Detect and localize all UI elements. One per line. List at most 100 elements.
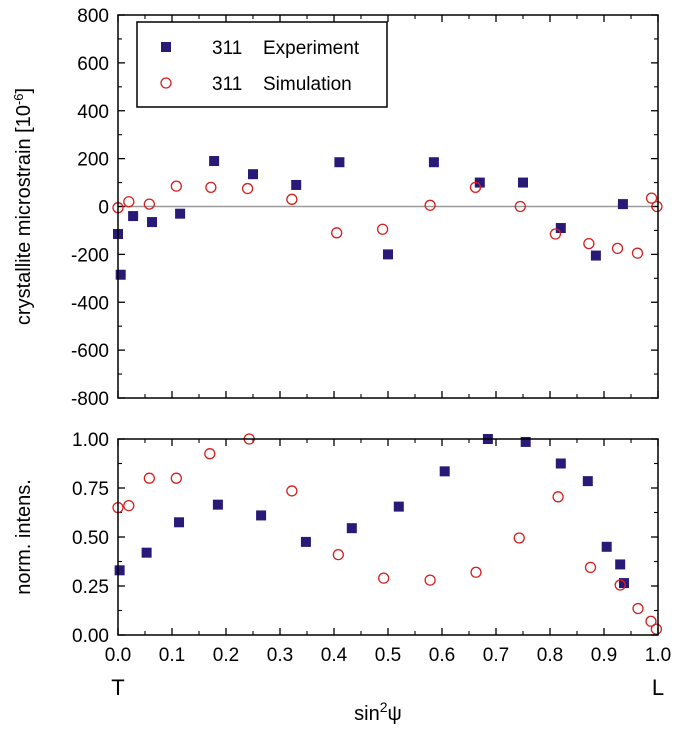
legend-box [136, 21, 388, 108]
intensity-ytick-labels: 0.00 0.25 0.50 0.75 1.00 [72, 430, 109, 647]
intensity-experiment-point [174, 517, 185, 528]
microstrain-experiment-point [175, 208, 186, 219]
intensity-simulation-point [650, 623, 663, 635]
intensity-experiment-point [555, 458, 566, 469]
microstrain-experiment-point [291, 179, 302, 190]
intensity-xtick-labels: 0.0 0.1 0.2 0.3 0.4 0.5 0.6 0.7 0.8 0.9 1.0 [105, 645, 671, 666]
x-tick-label: 0.9 [591, 645, 617, 666]
legend-experiment-label: Experiment [263, 38, 360, 59]
intensity-simulation-point [143, 472, 155, 484]
microstrain-simulation-point [514, 200, 526, 213]
x-end-label-left: T [111, 675, 124, 700]
microstrain-ytick-labels: -800 -600 -400 -200 0 200 400 600 800 [71, 6, 109, 410]
microstrain-experiment-point [590, 250, 601, 261]
intensity-panel: 0.000.250.500.751.00 0.0 0.1 0.2 0.3 0.4 0.5 0… [13, 430, 671, 725]
microstrain-simulation-point [583, 237, 595, 250]
microstrain-ytick-label: 400 [77, 102, 109, 123]
microstrain-axis-title: crystallite microstrain [10-6] [11, 88, 36, 325]
legend: 311 Experiment 311 Simulation [136, 21, 388, 108]
x-tick-label: 0.6 [429, 645, 455, 666]
microstrain-plot-frame [117, 14, 659, 399]
intensity-simulation-point [204, 448, 216, 460]
intensity-experiment-point [439, 466, 450, 477]
microstrain-ytick-label: -200 [71, 245, 109, 266]
x-tick-label: 0.4 [321, 645, 348, 666]
legend-experiment-code: 311 [212, 38, 242, 59]
microstrain-ytick-label: 800 [77, 6, 109, 27]
intensity-simulation-point [632, 602, 644, 615]
x-tick-label: 0.0 [105, 645, 131, 666]
microstrain-simulation-point [143, 198, 155, 210]
microstrain-ytick-label: -400 [71, 293, 109, 314]
microstrain-simulation-point [424, 199, 436, 211]
legend-simulation-marker [160, 77, 172, 89]
intensity-ytick-label: 0.50 [72, 528, 109, 549]
x-axis-title-text: sin [354, 703, 380, 725]
intensity-simulation-point [584, 561, 597, 574]
microstrain-experiment-point [474, 177, 485, 188]
x-tick-label: 1.0 [645, 645, 671, 666]
microstrain-simulation-point [651, 200, 663, 213]
microstrain-simulation-point [241, 182, 254, 195]
microstrain-simulation-point [611, 242, 624, 255]
intensity-experiment-point [582, 476, 593, 487]
microstrain-experiment-point [115, 269, 126, 280]
microstrain-panel: -800 -600 -400 -200 0 200 400 600 800 crystallit… [11, 6, 663, 410]
intensity-axis-title: norm. intens. [13, 479, 35, 595]
intensity-simulation-point [424, 574, 436, 586]
microstrain-ytick-label: -600 [71, 341, 109, 362]
x-axis-title-exponent: 2 [380, 699, 388, 715]
intensity-data-points [112, 433, 663, 635]
microstrain-simulation-point [170, 180, 182, 192]
microstrain-experiment-point [518, 177, 528, 188]
microstrain-simulation-point [376, 223, 389, 235]
legend-simulation-code: 311 [212, 74, 242, 95]
intensity-experiment-point [615, 559, 626, 570]
microstrain-data-points [112, 156, 663, 280]
legend-experiment-marker [161, 42, 171, 52]
microstrain-simulation-point [645, 192, 658, 204]
intensity-simulation-point [332, 548, 344, 561]
x-tick-label: 0.2 [213, 645, 239, 666]
microstrain-experiment-point [555, 223, 566, 234]
x-tick-label: 0.5 [375, 645, 401, 666]
intensity-experiment-point [141, 547, 152, 558]
microstrain-ytick-label: 0 [98, 198, 109, 219]
microstrain-simulation-point [205, 181, 217, 194]
x-axis-title-symbol: ψ [388, 703, 402, 725]
intensity-ticks [117, 438, 659, 636]
microstrain-axis-title-suffix: ] [13, 88, 35, 94]
intensity-simulation-point [470, 566, 482, 578]
microstrain-simulation-point [469, 181, 482, 194]
intensity-experiment-point [300, 536, 311, 547]
x-end-label-right: L [652, 675, 664, 700]
intensity-experiment-point [393, 501, 404, 512]
x-tick-label: 0.8 [537, 645, 563, 666]
microstrain-simulation-point [549, 228, 562, 240]
intensity-experiment-point [601, 541, 612, 552]
intensity-experiment-point [212, 499, 223, 510]
microstrain-experiment-point [617, 199, 628, 210]
microstrain-axis-title-exponent: -6 [11, 93, 26, 105]
intensity-simulation-point [170, 472, 182, 484]
intensity-ytick-label: 1.00 [72, 430, 109, 451]
x-tick-label: 0.1 [159, 645, 185, 666]
microstrain-experiment-point [147, 217, 158, 228]
intensity-experiment-point [256, 510, 267, 521]
intensity-experiment-point [114, 565, 125, 576]
x-axis-title: sin2ψ [354, 699, 402, 725]
intensity-ytick-label: 0.00 [72, 626, 109, 647]
x-tick-label: 0.3 [267, 645, 293, 666]
intensity-experiment-point [520, 436, 531, 447]
legend-simulation-label: Simulation [263, 74, 352, 95]
microstrain-experiment-point [209, 156, 220, 167]
microstrain-experiment-point [128, 211, 139, 222]
intensity-ytick-label: 0.25 [72, 577, 109, 598]
microstrain-experiment-point [428, 157, 439, 168]
microstrain-simulation-point [631, 247, 644, 259]
intensity-simulation-point [513, 532, 525, 544]
microstrain-experiment-point [334, 157, 345, 168]
microstrain-experiment-point [383, 249, 393, 260]
microstrain-simulation-point [123, 196, 135, 208]
